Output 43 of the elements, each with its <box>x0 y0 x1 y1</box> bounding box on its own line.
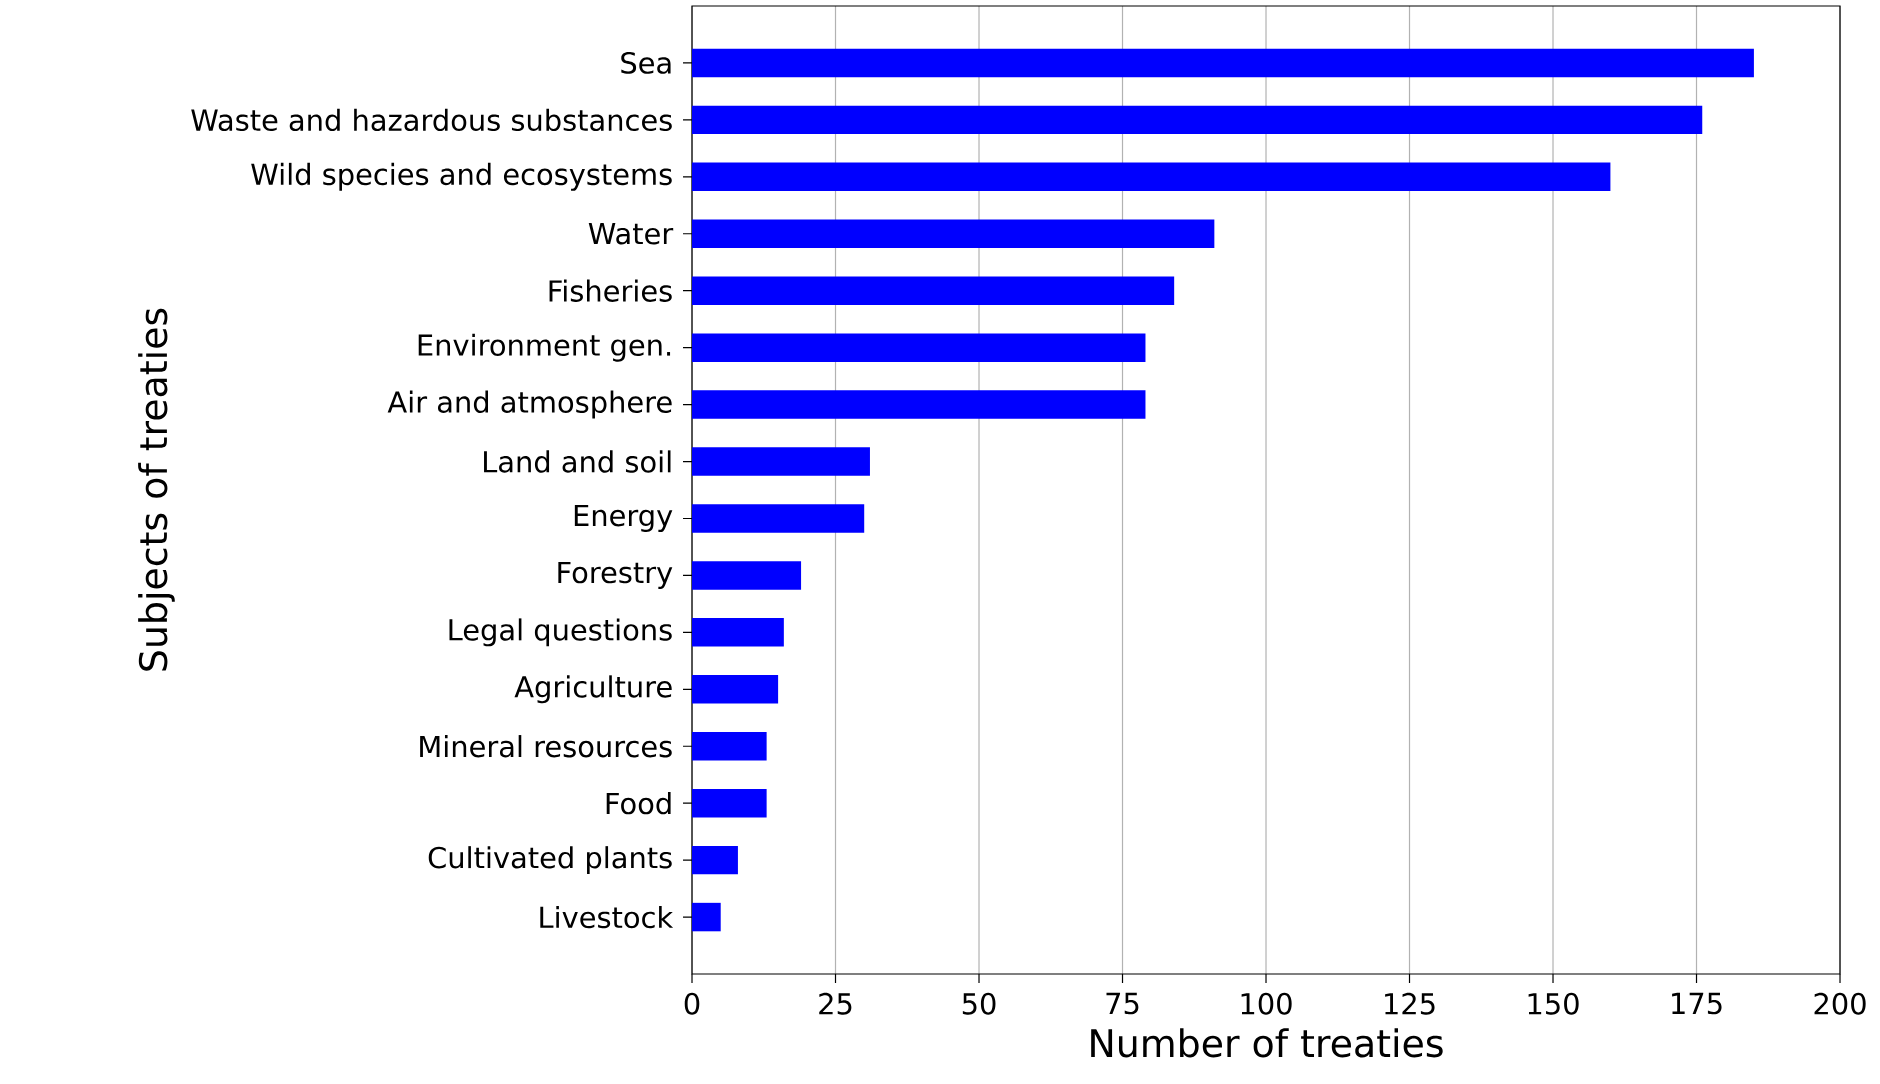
bar <box>692 732 767 761</box>
y-tick-label: Agriculture <box>514 675 672 704</box>
y-tick-label: Waste and hazardous substances <box>191 108 672 132</box>
bar <box>692 788 767 818</box>
y-tick-label: Food <box>606 792 671 815</box>
bar <box>692 162 1611 192</box>
y-tick-label: Mineral resources <box>420 735 672 758</box>
y-tick-label: Energy <box>574 504 673 533</box>
y-tick-label: Water <box>588 223 674 245</box>
bar <box>692 504 865 533</box>
bar <box>692 902 721 932</box>
x-tick-label: 100 <box>1241 992 1292 1015</box>
bar <box>692 618 784 647</box>
y-axis-title: Subjects of treaties <box>138 308 175 671</box>
bar <box>692 105 1703 135</box>
y-tick-label: Livestock <box>540 905 674 929</box>
x-tick-label: 200 <box>1814 992 1866 1015</box>
bar <box>692 447 870 476</box>
y-tick-label: Legal questions <box>449 618 672 647</box>
y-tick-label: Wild species and ecosystems <box>251 162 672 191</box>
bar <box>692 390 1146 419</box>
x-tick-label: 25 <box>819 992 852 1015</box>
y-tick-label: Forestry <box>558 561 673 589</box>
x-tick-label: 125 <box>1385 992 1435 1015</box>
x-tick-label: 150 <box>1528 992 1579 1015</box>
bar <box>692 561 802 590</box>
bar <box>692 48 1754 78</box>
x-tick-label: 0 <box>684 992 700 1015</box>
bar <box>692 333 1146 362</box>
y-tick-label: Land and soil <box>484 450 671 473</box>
y-tick-label: Air and atmosphere <box>387 390 672 419</box>
x-tick-label: 50 <box>962 992 996 1015</box>
x-tick-label: 175 <box>1672 992 1722 1015</box>
y-tick-label: Sea <box>621 52 671 74</box>
bar <box>692 219 1215 248</box>
bar <box>692 845 738 875</box>
y-tick-label: Environment gen. <box>418 333 671 362</box>
bar <box>692 276 1175 305</box>
y-tick-label: Fisheries <box>549 279 672 302</box>
x-axis-title: Number of treaties <box>1091 1028 1443 1058</box>
y-tick-label: Cultivated plants <box>428 846 672 875</box>
bar <box>692 675 779 704</box>
x-tick-label: 75 <box>1106 992 1139 1015</box>
